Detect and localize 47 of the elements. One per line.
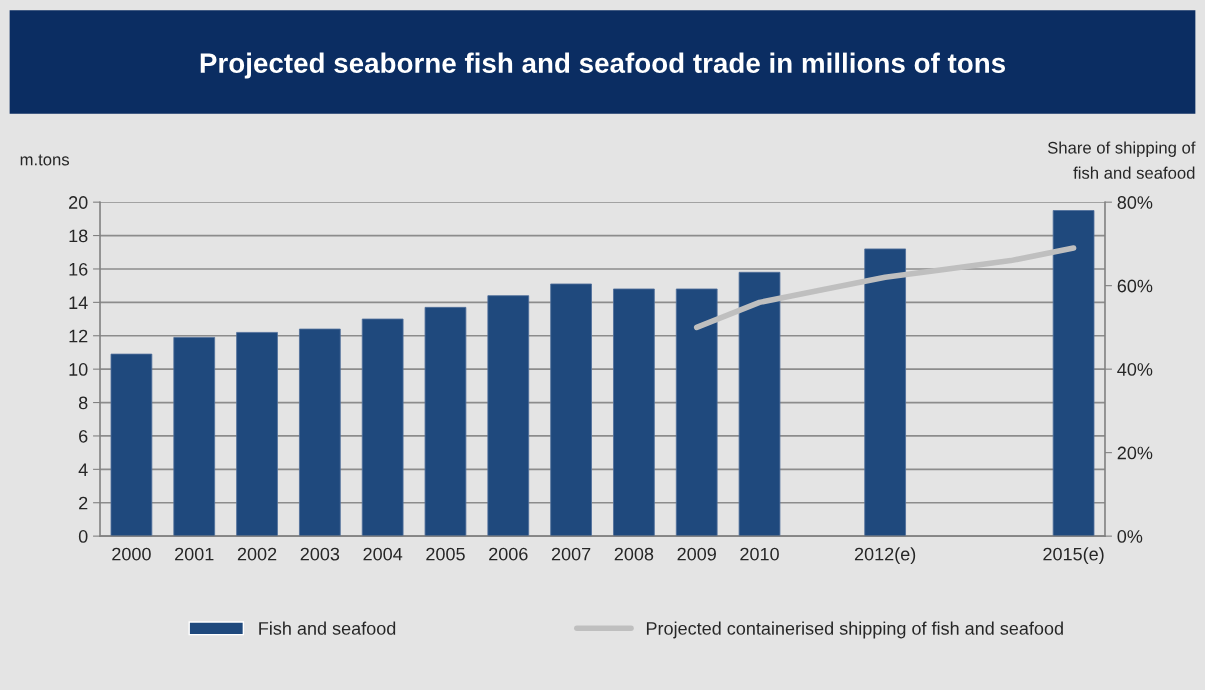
bar: [361, 318, 404, 537]
x-tick-label: 2009: [677, 547, 716, 561]
bar: [299, 328, 341, 537]
x-tick-label: 2005: [426, 547, 465, 561]
bar: [110, 353, 153, 537]
y-tick-label: 6: [79, 429, 88, 443]
bar: [738, 271, 781, 537]
x-tick-label: 2015(e): [1043, 547, 1104, 565]
y2-tick-label: 40%: [1117, 363, 1153, 376]
y-tick-label: 14: [69, 296, 88, 309]
y-axis-title: m.tons: [20, 154, 70, 166]
x-tick-label: 2001: [175, 547, 214, 561]
bar: [1052, 210, 1095, 537]
y2-tick-label: 60%: [1117, 279, 1153, 293]
chart-title: Projected seaborne fish and seafood trade in millions of tons: [200, 52, 1006, 79]
legend-label: Projected containerised shipping of fish and seafood: [646, 621, 1063, 639]
y-tick-label: 0: [78, 530, 88, 543]
bar: [173, 337, 216, 537]
x-tick-label: 2010: [740, 547, 779, 561]
bar: [236, 331, 278, 537]
y-tick-label: 18: [69, 229, 88, 243]
bar: [550, 283, 592, 537]
bar: [487, 295, 530, 537]
bar: [864, 248, 906, 537]
x-tick-label: 2008: [614, 547, 654, 561]
legend-label: Fish and seafood: [259, 621, 396, 635]
bar: [613, 288, 655, 537]
y-tick-label: 8: [78, 396, 88, 410]
y2-tick-label: 20%: [1117, 446, 1153, 460]
y-tick-label: 20: [69, 196, 88, 209]
x-tick-label: 2002: [237, 547, 277, 561]
y-tick-label: 10: [69, 363, 88, 376]
y2-tick-label: 80%: [1117, 196, 1153, 209]
x-tick-label: 2000: [112, 547, 151, 561]
bar: [675, 288, 718, 537]
y2-axis-title: Share of shipping of fish and seafood: [1047, 141, 1196, 179]
y-tick-label: 2: [79, 496, 88, 510]
x-tick-label: 2003: [300, 547, 340, 561]
y-tick-label: 4: [78, 463, 88, 476]
x-tick-label: 2004: [363, 547, 403, 561]
x-tick-label: 2012(e): [854, 547, 916, 565]
x-tick-label: 2006: [489, 547, 528, 561]
y-tick-label: 12: [69, 329, 88, 343]
y2-tick-label: 0%: [1117, 530, 1143, 543]
bar: [424, 306, 467, 537]
x-tick-label: 2007: [551, 547, 591, 561]
y-tick-label: 16: [69, 262, 88, 276]
